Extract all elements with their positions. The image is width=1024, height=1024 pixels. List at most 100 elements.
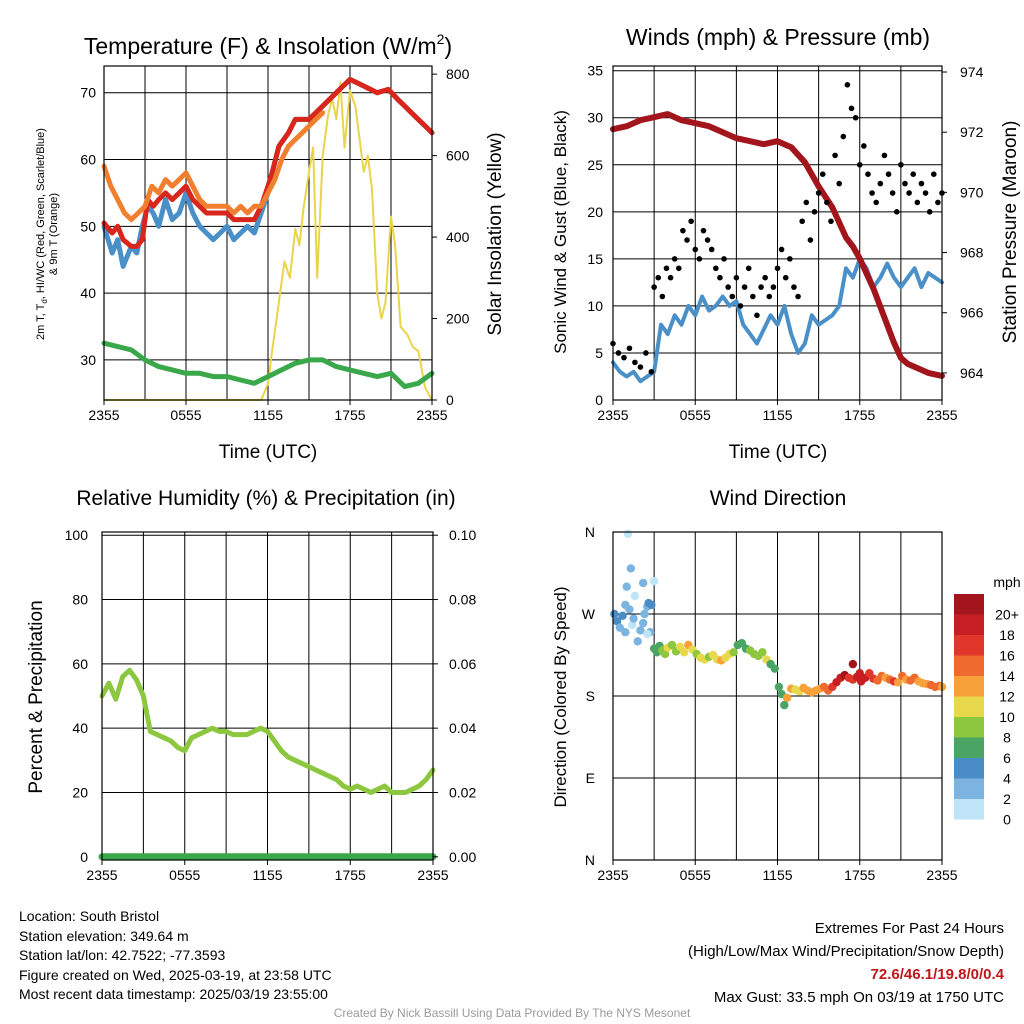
gust-point bbox=[852, 114, 859, 121]
humidity-panel: Relative Humidity (%) & Precipitation (i… bbox=[26, 487, 476, 883]
y-tick-label: 70 bbox=[80, 85, 96, 101]
y-tick-label: 5 bbox=[595, 345, 603, 361]
extremes-values: 72.6/46.1/19.8/0/0.4 bbox=[870, 966, 1004, 983]
gust-point bbox=[741, 284, 748, 290]
gust-point bbox=[643, 350, 649, 356]
x-tick-label: 2355 bbox=[597, 867, 628, 883]
y2-tick-label: 0.10 bbox=[449, 527, 476, 543]
direction-point bbox=[660, 649, 670, 659]
max-gust: Max Gust: 33.5 mph On 03/19 at 1750 UTC bbox=[713, 989, 1004, 1006]
wind-direction-plot-area bbox=[610, 529, 947, 710]
series-line bbox=[101, 110, 326, 223]
gust-point bbox=[626, 345, 633, 352]
gust-point bbox=[717, 274, 723, 281]
y-tick-label: 30 bbox=[587, 110, 603, 126]
gust-point bbox=[828, 218, 834, 225]
temperature-grid bbox=[104, 66, 432, 400]
direction-point bbox=[758, 648, 767, 657]
direction-point bbox=[667, 640, 677, 650]
humidity-plot-area bbox=[98, 667, 437, 861]
station-elevation: Station elevation: 349.64 m bbox=[19, 927, 189, 944]
extremes-info: Extremes For Past 24 Hours (High/Low/Max… bbox=[688, 917, 1004, 1009]
winds-ylabel: Sonic Wind & Gust (Blue, Black) bbox=[551, 110, 570, 354]
gust-point bbox=[918, 180, 925, 187]
gust-point bbox=[708, 246, 715, 253]
colorbar-swatch bbox=[954, 635, 984, 656]
gust-point bbox=[910, 171, 917, 177]
y-tick-label: E bbox=[586, 770, 595, 786]
pressure-ylabel: Station Pressure (Maroon) bbox=[1000, 121, 1021, 344]
direction-point bbox=[893, 678, 903, 687]
direction-point bbox=[610, 609, 619, 619]
y-tick-label: 50 bbox=[80, 218, 96, 234]
direction-point bbox=[848, 659, 858, 669]
x-tick-label: 2355 bbox=[597, 407, 628, 423]
gust-point bbox=[869, 190, 875, 196]
direction-point bbox=[643, 629, 652, 639]
direction-point bbox=[625, 605, 634, 614]
credit-line: Created By Nick Bassill Using Data Provi… bbox=[333, 1006, 691, 1020]
direction-point bbox=[621, 628, 630, 637]
y-tick-label: W bbox=[582, 606, 596, 622]
y-tick-label: 20 bbox=[72, 784, 88, 800]
gust-point bbox=[632, 359, 638, 366]
y-tick-label: 60 bbox=[72, 656, 88, 672]
x-tick-label: 1155 bbox=[252, 867, 282, 883]
x-tick-label: 2355 bbox=[417, 867, 448, 883]
gust-point bbox=[692, 246, 699, 253]
direction-point bbox=[623, 529, 633, 539]
gust-point bbox=[836, 180, 842, 187]
extremes-heading: Extremes For Past 24 Hours bbox=[814, 920, 1004, 937]
gust-point bbox=[655, 274, 662, 281]
x-tick-label: 1155 bbox=[253, 407, 283, 423]
humidity-grid bbox=[102, 532, 433, 860]
x-tick-label: 0555 bbox=[680, 867, 711, 883]
y2-tick-label: 400 bbox=[446, 229, 470, 245]
gust-point bbox=[704, 237, 711, 243]
gust-point bbox=[782, 274, 789, 281]
y2-tick-label: 0.02 bbox=[449, 784, 476, 800]
direction-point bbox=[729, 648, 738, 657]
temperature-title: Temperature (F) & Insolation (W/m2) bbox=[84, 31, 452, 59]
x-tick-label: 1155 bbox=[762, 867, 792, 883]
temperature-plot-area bbox=[101, 76, 435, 401]
gust-point bbox=[680, 227, 686, 234]
figure-created: Figure created on Wed, 2025-03-19, at 23… bbox=[19, 966, 332, 983]
series-line bbox=[101, 340, 435, 390]
x-tick-label: 1755 bbox=[334, 407, 365, 423]
direction-point bbox=[649, 577, 659, 586]
x-tick-label: 2355 bbox=[88, 407, 119, 423]
y-tick-label: N bbox=[585, 852, 595, 868]
y-tick-label: 80 bbox=[72, 592, 88, 608]
y-tick-label: 40 bbox=[80, 285, 96, 301]
colorbar-swatch bbox=[954, 696, 984, 717]
gust-point bbox=[873, 199, 879, 206]
gust-point bbox=[700, 227, 707, 234]
x-tick-label: 1155 bbox=[762, 407, 792, 423]
colorbar-label: 16 bbox=[999, 647, 1015, 663]
colorbar-label: 12 bbox=[999, 688, 1015, 704]
gust-point bbox=[684, 237, 690, 243]
gust-point bbox=[889, 190, 896, 196]
y-tick-label: N bbox=[585, 524, 595, 540]
y-tick-label: 25 bbox=[587, 157, 603, 173]
y2-tick-label: 972 bbox=[960, 124, 984, 140]
direction-point bbox=[612, 617, 622, 626]
direction-point bbox=[638, 618, 648, 628]
speed-colorbar: 20+ 18 16 14 12 10 8 6 4 2 0 bbox=[954, 594, 1019, 827]
x-tick-label: 1755 bbox=[335, 867, 366, 883]
wind-direction-ylabel: Direction (Colored By Speed) bbox=[551, 586, 570, 807]
direction-point bbox=[770, 664, 779, 673]
gust-point bbox=[745, 265, 752, 272]
y2-tick-label: 0 bbox=[446, 392, 454, 408]
colorbar-swatch bbox=[954, 737, 984, 758]
y-tick-label: 60 bbox=[80, 152, 96, 168]
temperature-ylabel-line2: & 9m T (Orange) bbox=[48, 193, 60, 275]
direction-point bbox=[780, 700, 789, 710]
x-tick-label: 1755 bbox=[844, 867, 875, 883]
colorbar-label: 6 bbox=[1003, 750, 1011, 766]
colorbar-label: 18 bbox=[999, 627, 1015, 643]
direction-point bbox=[855, 669, 864, 678]
gust-point bbox=[713, 265, 719, 272]
